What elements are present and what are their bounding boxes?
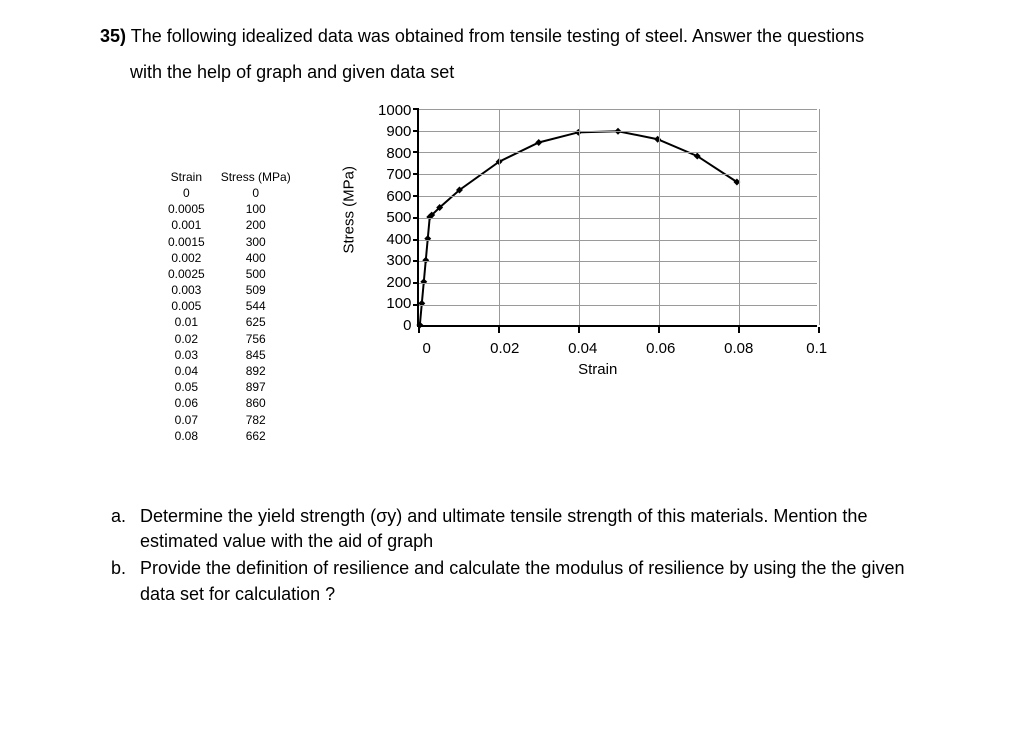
question-b-line2: data set for calculation ? [140,582,1020,607]
table-cell: 544 [213,298,299,314]
table-row: 0.002400 [160,250,299,266]
question-a-line1: Determine the yield strength (σy) and ul… [140,504,1020,529]
problem-heading-line1: 35) The following idealized data was obt… [100,20,1020,52]
table-cell: 0.04 [160,363,213,379]
y-tick: 100 [386,295,411,312]
y-tick: 300 [386,252,411,269]
question-b: b. Provide the definition of resilience … [100,556,1020,606]
y-tick: 500 [386,209,411,226]
table-cell: 500 [213,266,299,282]
table-cell: 0.0025 [160,266,213,282]
table-row: 0.08662 [160,428,299,444]
table-cell: 0.0005 [160,201,213,217]
table-row: 0.03845 [160,347,299,363]
table-cell: 100 [213,201,299,217]
table-cell: 0.001 [160,217,213,233]
table-cell: 845 [213,347,299,363]
table-cell: 0 [213,185,299,201]
y-tick: 1000 [378,102,411,119]
y-tick: 900 [386,123,411,140]
y-tick: 600 [386,188,411,205]
stress-strain-chart: Stress (MPa) 100090080070060050040030020… [339,109,837,378]
question-b-line1: Provide the definition of resilience and… [140,556,1020,581]
table-cell: 625 [213,314,299,330]
table-cell: 0.003 [160,282,213,298]
table-cell: 200 [213,217,299,233]
problem-heading-line2: with the help of graph and given data se… [100,56,1020,88]
x-tick: 0 [407,340,447,357]
table-cell: 509 [213,282,299,298]
table-cell: 860 [213,395,299,411]
x-tick: 0.1 [797,340,837,357]
plot-area [417,109,817,327]
sub-questions: a. Determine the yield strength (σy) and… [100,504,1020,607]
table-header: Strain [160,169,213,185]
table-cell: 0.0015 [160,234,213,250]
table-row: 0.0015300 [160,234,299,250]
table-row: 0.05897 [160,379,299,395]
table-cell: 0 [160,185,213,201]
y-tick: 0 [403,317,411,334]
table-cell: 400 [213,250,299,266]
y-axis-label: Stress (MPa) [340,233,357,253]
table-row: 0.07782 [160,412,299,428]
table-row: 0.06860 [160,395,299,411]
table-row: 0.003509 [160,282,299,298]
table-cell: 0.06 [160,395,213,411]
table-cell: 0.002 [160,250,213,266]
table-cell: 782 [213,412,299,428]
table-row: 0.005544 [160,298,299,314]
table-cell: 0.08 [160,428,213,444]
y-tick: 800 [386,145,411,162]
problem-text-1: The following idealized data was obtaine… [131,26,864,46]
x-tick: 0.04 [563,340,603,357]
table-cell: 662 [213,428,299,444]
table-row: 0.04892 [160,363,299,379]
table-row: 0.0025500 [160,266,299,282]
table-cell: 0.005 [160,298,213,314]
y-tick-labels: 10009008007006005004003002001000 [378,102,417,334]
table-cell: 0.01 [160,314,213,330]
y-tick: 200 [386,274,411,291]
table-cell: 892 [213,363,299,379]
table-cell: 0.02 [160,331,213,347]
x-tick-labels: 0 0.02 0.04 0.06 0.08 0.1 [407,340,837,357]
x-tick: 0.02 [485,340,525,357]
question-a: a. Determine the yield strength (σy) and… [100,504,1020,554]
table-cell: 0.05 [160,379,213,395]
data-table: StrainStress (MPa) 000.00051000.0012000.… [160,169,299,444]
x-tick: 0.08 [719,340,759,357]
table-row: 0.001200 [160,217,299,233]
table-row: 0.0005100 [160,201,299,217]
question-a-letter: a. [100,504,140,554]
x-axis-label: Strain [578,361,617,378]
table-cell: 0.07 [160,412,213,428]
question-b-letter: b. [100,556,140,606]
question-a-line2: estimated value with the aid of graph [140,529,1020,554]
table-header: Stress (MPa) [213,169,299,185]
table-row: 0.02756 [160,331,299,347]
x-tick: 0.06 [641,340,681,357]
problem-number: 35) [100,26,126,46]
table-cell: 756 [213,331,299,347]
table-cell: 300 [213,234,299,250]
table-cell: 0.03 [160,347,213,363]
y-tick: 400 [386,231,411,248]
table-row: 0.01625 [160,314,299,330]
curve-svg [419,109,817,325]
table-row: 00 [160,185,299,201]
y-tick: 700 [386,166,411,183]
table-cell: 897 [213,379,299,395]
